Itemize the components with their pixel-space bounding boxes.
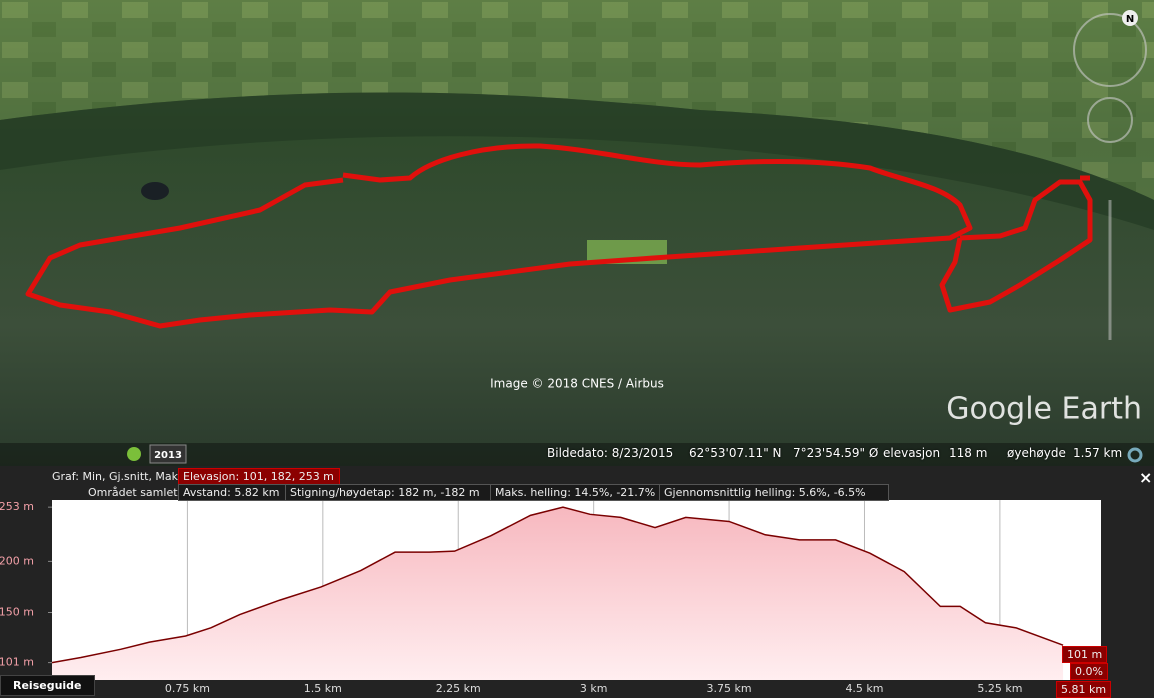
elevation-label: elevasjon: [883, 446, 941, 460]
y-tick-label: 150 m: [0, 606, 34, 619]
y-tick-label: 200 m: [0, 554, 34, 567]
x-tick-label: 0.75 km: [165, 682, 210, 695]
y-tick-label: 253 m: [0, 500, 34, 513]
graph-label: Graf: Min, Gj.snitt, Maks: [52, 470, 184, 483]
eye-altitude: 1.57 km: [1073, 446, 1123, 460]
forest-edge: [0, 92, 1154, 230]
x-tick-label: 2.25 km: [436, 682, 481, 695]
climb: Stigning/høydetap: 182 m, -182 m: [285, 484, 491, 501]
status-bar: [0, 443, 1154, 466]
max-slope: Maks. helling: 14.5%, -21.7%: [490, 484, 660, 501]
attribution: Image © 2018 CNES / Airbus: [490, 377, 664, 391]
history-icon[interactable]: [127, 447, 141, 461]
status-icon: [1127, 447, 1143, 463]
compass[interactable]: [1073, 13, 1147, 87]
y-tick-label: 101 m: [0, 656, 34, 669]
distance: Avstand: 5.82 km: [178, 484, 286, 501]
summary-label: Området samlet:: [88, 486, 182, 499]
elevation-chart: 0.75 km 1.5 km 2.25 km 3 km 3.75 km 4.5 km 5.2…: [0, 500, 1101, 695]
image-date: Bildedato: 8/23/2015: [547, 446, 674, 460]
year-button[interactable]: [149, 444, 187, 464]
latitude: 62°53'07.11" N: [689, 446, 782, 460]
map-view[interactable]: N Image © 2018 CNES / Airbus Google Eart…: [0, 0, 1154, 466]
north-button[interactable]: [1122, 10, 1138, 26]
look-control[interactable]: [1087, 97, 1133, 143]
close-button[interactable]: ×: [1139, 468, 1153, 487]
year: 2013: [154, 450, 182, 461]
readout-elevation: 101 m: [1062, 646, 1108, 663]
elevation-line: [51, 506, 1064, 664]
elevation-stats: Elevasjon: 101, 182, 253 m: [178, 468, 340, 485]
longitude: 7°23'54.59" Ø: [793, 446, 879, 460]
travel-guide-button[interactable]: Reiseguide: [0, 675, 95, 696]
x-tick-label: 3 km: [580, 682, 608, 695]
x-tick-label: 5.25 km: [977, 682, 1022, 695]
readout-distance: 5.81 km: [1056, 681, 1112, 698]
farmland: [0, 0, 1154, 200]
elevation: 118 m: [949, 446, 988, 460]
x-tick-label: 4.5 km: [845, 682, 883, 695]
x-tick-label: 3.75 km: [707, 682, 752, 695]
eye-label: øyehøyde: [1007, 446, 1066, 460]
avg-slope: Gjennomsnittlig helling: 5.6%, -6.5%: [659, 484, 889, 501]
elevation-profile-panel: 0.75 km 1.5 km 2.25 km 3 km 3.75 km 4.5 km 5.2…: [0, 466, 1154, 698]
logo: Google Earth: [946, 392, 1142, 427]
readout-slope: 0.0%: [1070, 663, 1108, 680]
north-letter: N: [1126, 14, 1134, 25]
route: [25, 143, 1093, 329]
x-tick-label: 1.5 km: [304, 682, 342, 695]
area-fill: [52, 507, 1064, 680]
lake: [141, 182, 169, 200]
